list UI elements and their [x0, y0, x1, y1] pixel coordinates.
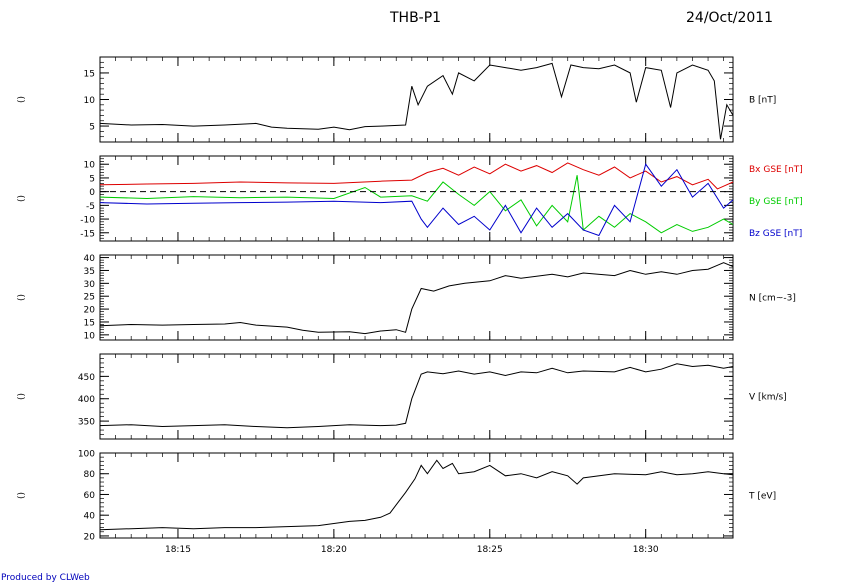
panel-1: 5 10 15 () B [nT]: [17, 56, 776, 143]
y-tick-label: -10: [80, 216, 95, 226]
y-tick-label: 10: [84, 331, 96, 341]
y-tick-label: 10: [84, 161, 96, 171]
y-tick-label: 450: [78, 373, 95, 383]
y-tick-label: 80: [84, 470, 96, 480]
y-tick-label: 15: [84, 69, 95, 79]
y-tick-label: 5: [89, 123, 95, 133]
credit-label: Produced by CLWeb: [1, 573, 90, 583]
series-label: Bz GSE [nT]: [749, 229, 802, 239]
y-tick-label: 5: [89, 174, 95, 184]
panel-4: 350 400 450 () V [km/s]: [17, 353, 787, 440]
x-tick-label: 18:20: [321, 545, 347, 555]
left-axis-label: (): [17, 96, 27, 103]
panel-5: 20 40 60 80 100 18:15 18:20 18:25 18:30 () T [eV]: [17, 450, 776, 556]
y-tick-label: -5: [86, 202, 95, 212]
series-label: By GSE [nT]: [749, 197, 803, 207]
x-tick-label: 18:15: [165, 545, 191, 555]
plot-frame: [99, 452, 734, 539]
y-tick-label: 400: [78, 395, 95, 405]
data-series-line-1: [99, 363, 734, 429]
panel-3: 10 15 20 25 30 35 40 () N [cm~-3]: [17, 254, 796, 341]
left-axis-label: (): [17, 393, 27, 400]
data-series-line-2: [99, 175, 734, 234]
y-tick-label: 30: [84, 280, 96, 290]
y-tick-label: 40: [84, 254, 96, 264]
left-axis-label: (): [17, 195, 27, 202]
left-axis-label: (): [17, 492, 27, 499]
y-tick-label: 40: [84, 512, 96, 522]
right-axis-label: N [cm~-3]: [749, 294, 796, 304]
plot-frame: [99, 353, 734, 440]
y-tick-label: -15: [80, 229, 95, 239]
y-tick-label: 0: [89, 188, 95, 198]
data-series-line-1: [99, 62, 734, 140]
data-series-line-3: [99, 163, 734, 237]
x-tick-label: 18:30: [633, 545, 659, 555]
panel-2: -15 -10 -5 0 5 10 () Bx GSE [nT] By GSE [nT] Bz G…: [17, 155, 803, 242]
x-tick-label: 18:25: [477, 545, 503, 555]
plot-frame: [99, 155, 734, 242]
y-tick-label: 350: [78, 418, 95, 428]
y-tick-label: 35: [84, 267, 95, 277]
y-tick-label: 25: [84, 293, 95, 303]
spacecraft-title: THB-P1: [390, 10, 442, 26]
data-series-line-1: [99, 459, 734, 531]
left-axis-label: (): [17, 294, 27, 301]
date-label: 24/Oct/2011: [686, 10, 774, 26]
y-tick-label: 15: [84, 318, 95, 328]
y-tick-label: 20: [84, 306, 96, 316]
y-tick-label: 10: [84, 96, 96, 106]
data-series-line-1: [99, 162, 734, 190]
right-axis-label: T [eV]: [748, 492, 776, 502]
y-tick-label: 100: [78, 450, 95, 460]
y-tick-label: 20: [84, 532, 96, 542]
plot-frame: [99, 254, 734, 341]
data-series-line-1: [99, 262, 734, 335]
y-tick-label: 60: [84, 491, 96, 501]
right-axis-label: V [km/s]: [749, 393, 787, 403]
series-label: Bx GSE [nT]: [749, 165, 803, 175]
right-axis-label: B [nT]: [749, 96, 776, 106]
